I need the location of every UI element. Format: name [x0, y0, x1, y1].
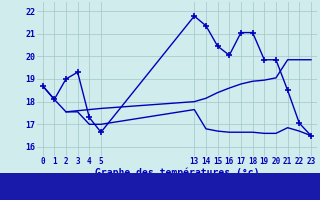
X-axis label: Graphe des températures (°c): Graphe des températures (°c) [94, 168, 259, 178]
